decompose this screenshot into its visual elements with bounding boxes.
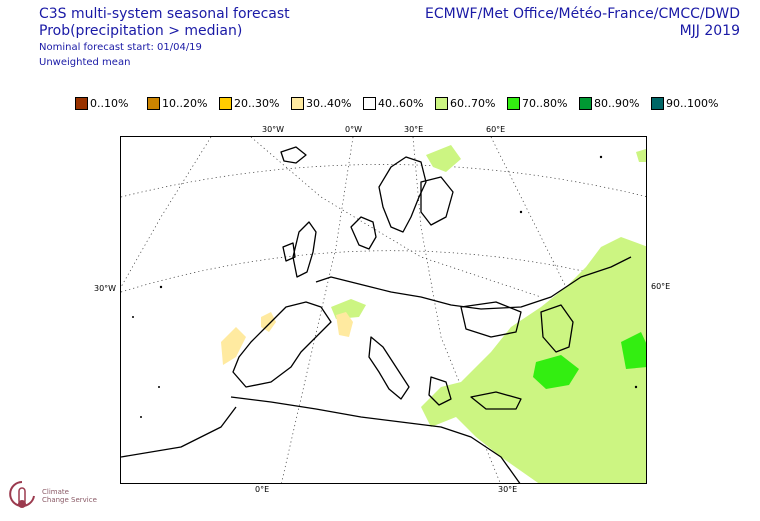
legend-label-6: 70..80% — [522, 96, 568, 110]
legend-item-2: 20..30% — [219, 95, 279, 111]
forecast-start: Nominal forecast start: 01/04/19 — [39, 42, 202, 53]
parallel-mid — [121, 250, 646, 293]
coastlines — [121, 146, 632, 483]
legend-swatch-6 — [507, 96, 520, 110]
header-right: ECMWF/Met Office/Météo-France/CMCC/DWD M… — [425, 6, 740, 40]
legend-label-1: 10..20% — [162, 96, 208, 110]
greece — [428, 376, 452, 406]
shade-east — [421, 237, 646, 483]
islands — [132, 155, 638, 418]
caspian-sea — [540, 304, 574, 353]
legend-item-5: 60..70% — [435, 95, 495, 111]
legend-item-6: 70..80% — [507, 95, 567, 111]
legend-swatch-7 — [579, 96, 592, 110]
shading-60-70 — [331, 145, 646, 483]
logo-line-1: Climate — [42, 488, 69, 496]
shade-far-east — [621, 332, 646, 369]
legend-label-8: 90..100% — [666, 96, 719, 110]
legend-item-3: 30..40% — [291, 95, 351, 111]
legend-label-0: 0..10% — [90, 96, 129, 110]
legend-swatch-0 — [75, 96, 88, 110]
island-7 — [634, 385, 638, 389]
logo-line-2: Change Service — [42, 496, 97, 504]
legend-label-3: 30..40% — [306, 96, 352, 110]
c3s-logo: Climate Change Service — [6, 478, 116, 518]
jutland — [350, 216, 377, 250]
legend-label-2: 20..30% — [234, 96, 280, 110]
shade-scandinavia — [426, 145, 461, 172]
grid-label-right: 60°E — [651, 282, 671, 291]
island-2 — [132, 316, 134, 318]
parallel-arc — [250, 137, 542, 298]
west-africa-coast — [121, 406, 237, 458]
iceland — [280, 146, 307, 164]
map-panel — [120, 136, 647, 484]
meridian-0 — [281, 137, 354, 483]
centres: ECMWF/Met Office/Météo-France/CMCC/DWD — [425, 6, 740, 22]
legend-item-1: 10..20% — [147, 95, 207, 111]
grid-label-left: 30°W — [94, 284, 117, 293]
north-africa-coast — [230, 396, 521, 483]
legend-item-8: 90..100% — [651, 95, 718, 111]
legend-item-4: 40..60% — [363, 95, 423, 111]
ireland — [282, 242, 296, 262]
legend-label-7: 80..90% — [594, 96, 640, 110]
island-3 — [158, 386, 160, 388]
map-canvas — [121, 137, 646, 483]
scandinavia — [378, 156, 427, 233]
north-coast — [315, 256, 632, 310]
legend-item-0: 0..10% — [75, 95, 128, 111]
forecast-period: MJJ 2019 — [679, 23, 740, 39]
shading-70-80 — [533, 332, 646, 389]
legend-swatch-4 — [363, 96, 376, 110]
legend-swatch-8 — [651, 96, 664, 110]
italy — [368, 336, 410, 400]
anatolia-south — [470, 391, 522, 410]
grid-label-bottom-1: 30°E — [498, 485, 518, 494]
finland — [420, 176, 454, 226]
grid-label-top-2: 30°E — [404, 125, 424, 134]
header-left: C3S multi-system seasonal forecast Prob(… — [39, 6, 290, 70]
meridian-30w — [121, 137, 212, 288]
shade-alps — [336, 312, 353, 337]
island-4 — [140, 416, 142, 418]
legend-swatch-2 — [219, 96, 232, 110]
chart-title: C3S multi-system seasonal forecast — [39, 6, 290, 22]
shade-ne-corner — [636, 149, 646, 162]
legend-item-7: 80..90% — [579, 95, 639, 111]
parallel-north — [121, 164, 646, 198]
mean-type: Unweighted mean — [39, 57, 131, 68]
black-sea — [460, 301, 522, 338]
shade-iberia-west — [221, 327, 246, 365]
shade-central-asia — [533, 355, 579, 389]
legend-swatch-3 — [291, 96, 304, 110]
island-5 — [519, 210, 523, 214]
iberia — [232, 301, 332, 388]
grid-label-bottom-0: 0°E — [255, 485, 270, 494]
grid-label-top-3: 60°E — [486, 125, 506, 134]
logo-text: Climate Change Service — [42, 488, 97, 504]
chart-subtitle: Prob(precipitation > median) — [39, 23, 243, 39]
legend-label-5: 60..70% — [450, 96, 496, 110]
shade-caspian — [556, 297, 591, 332]
great-britain — [292, 221, 317, 278]
island-1 — [159, 285, 163, 289]
legend-label-4: 40..60% — [378, 96, 424, 110]
logo-icon — [9, 481, 35, 508]
legend-swatch-5 — [435, 96, 448, 110]
grid-label-top-1: 0°W — [345, 125, 362, 134]
legend-swatch-1 — [147, 96, 160, 110]
shading-30-40 — [221, 312, 353, 365]
grid-label-top-0: 30°W — [262, 125, 285, 134]
island-6 — [599, 155, 603, 159]
shade-iberia-north — [261, 312, 276, 332]
